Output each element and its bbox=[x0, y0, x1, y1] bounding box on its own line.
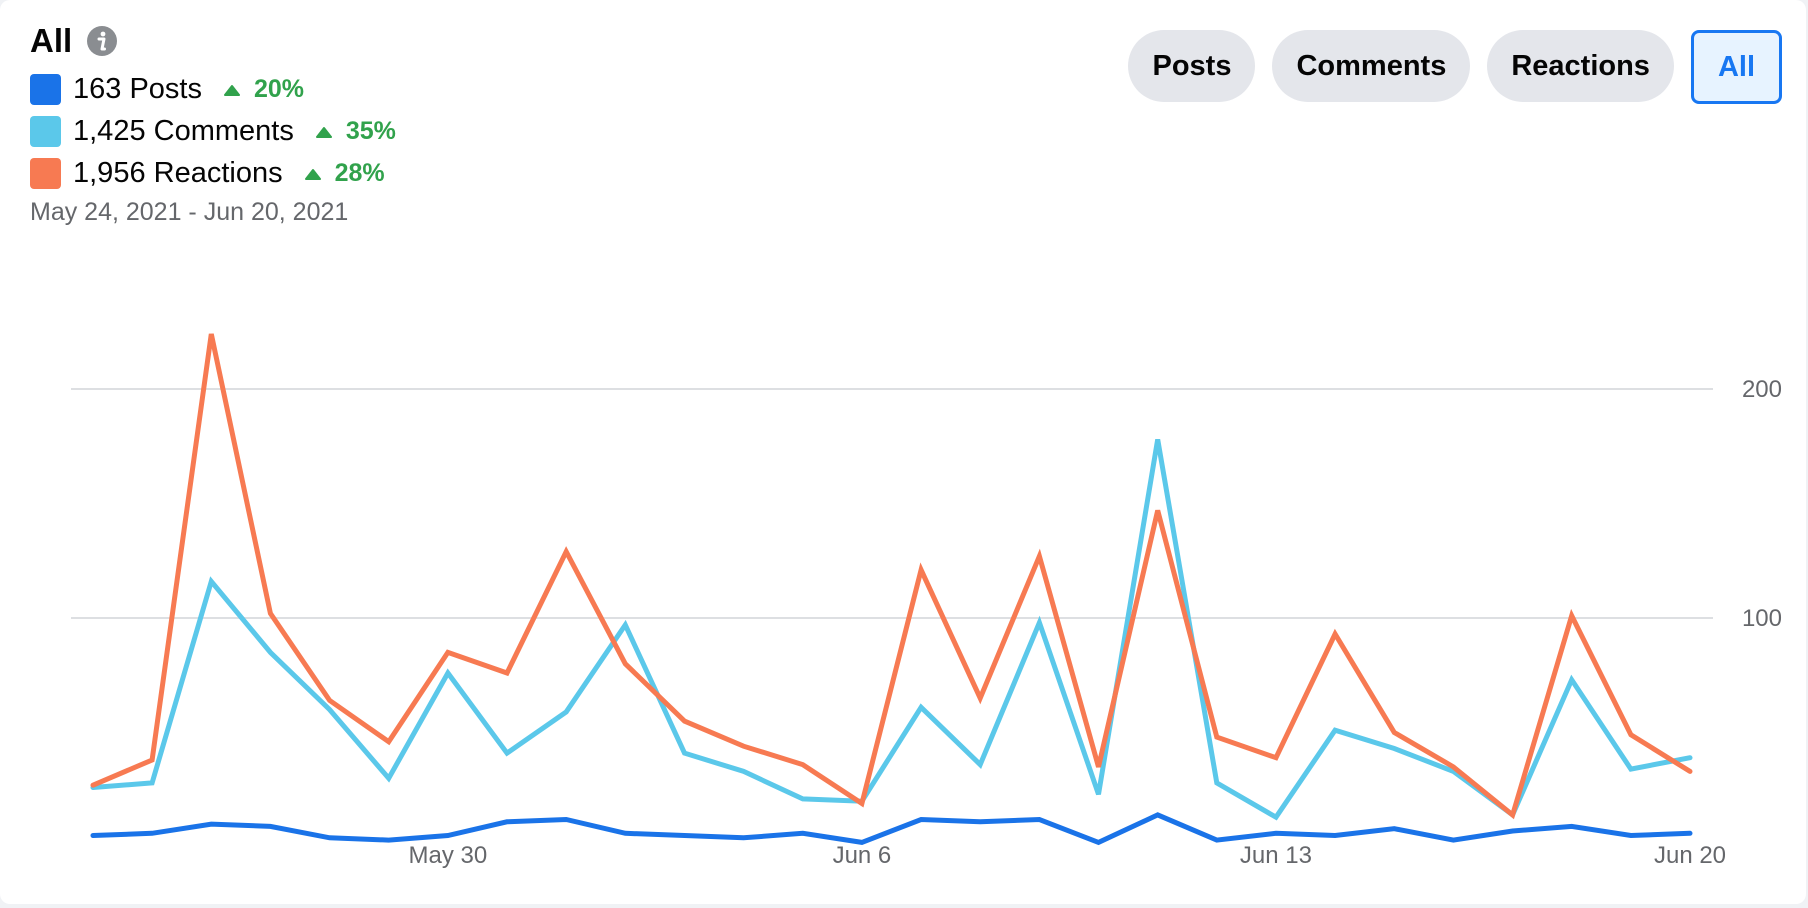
change-percent: 35% bbox=[345, 116, 396, 145]
date-range: May 24, 2021 - Jun 20, 2021 bbox=[30, 198, 349, 226]
comments-swatch bbox=[30, 115, 61, 147]
y-tick-label: 100 bbox=[1742, 605, 1782, 632]
reactions-swatch bbox=[30, 157, 61, 189]
x-tick-label: May 30 bbox=[409, 842, 488, 869]
info-icon[interactable] bbox=[86, 25, 118, 57]
chart-title: All bbox=[30, 22, 73, 59]
up-arrow-icon bbox=[223, 83, 240, 96]
change-percent: 28% bbox=[334, 158, 385, 187]
y-tick-label: 200 bbox=[1742, 376, 1782, 403]
legend-item-reactions: 1,956 Reactions 28% bbox=[30, 152, 396, 194]
x-tick-label: Jun 6 bbox=[833, 842, 892, 869]
x-tick-label: Jun 20 bbox=[1654, 842, 1726, 869]
x-tick-label: Jun 13 bbox=[1240, 842, 1312, 869]
legend-label: 163 Posts bbox=[73, 72, 202, 105]
tab-posts[interactable]: Posts bbox=[1128, 30, 1256, 102]
tab-comments[interactable]: Comments bbox=[1272, 30, 1471, 102]
line-chart: 100 200 May 30 Jun 6 Jun 13 Jun 20 bbox=[71, 333, 1782, 869]
change-percent: 20% bbox=[253, 74, 305, 103]
series-line-comments[interactable] bbox=[90, 438, 1693, 821]
legend-item-comments: 1,425 Comments 35% bbox=[30, 110, 396, 152]
metric-tabs: Posts Comments Reactions All bbox=[1128, 30, 1782, 104]
title-row: All bbox=[30, 22, 118, 60]
up-arrow-icon bbox=[304, 167, 321, 180]
series-line-posts[interactable] bbox=[90, 812, 1693, 846]
up-arrow-icon bbox=[315, 125, 332, 138]
legend-label: 1,425 Comments bbox=[73, 114, 294, 147]
tab-all[interactable]: All bbox=[1690, 30, 1782, 104]
series-line-reactions[interactable] bbox=[90, 333, 1693, 820]
legend: 163 Posts 20% 1,425 Comments 35% 1,956 R… bbox=[30, 68, 396, 194]
tab-reactions[interactable]: Reactions bbox=[1487, 30, 1674, 102]
posts-swatch bbox=[30, 73, 61, 105]
legend-item-posts: 163 Posts 20% bbox=[30, 68, 396, 110]
legend-label: 1,956 Reactions bbox=[73, 156, 283, 189]
